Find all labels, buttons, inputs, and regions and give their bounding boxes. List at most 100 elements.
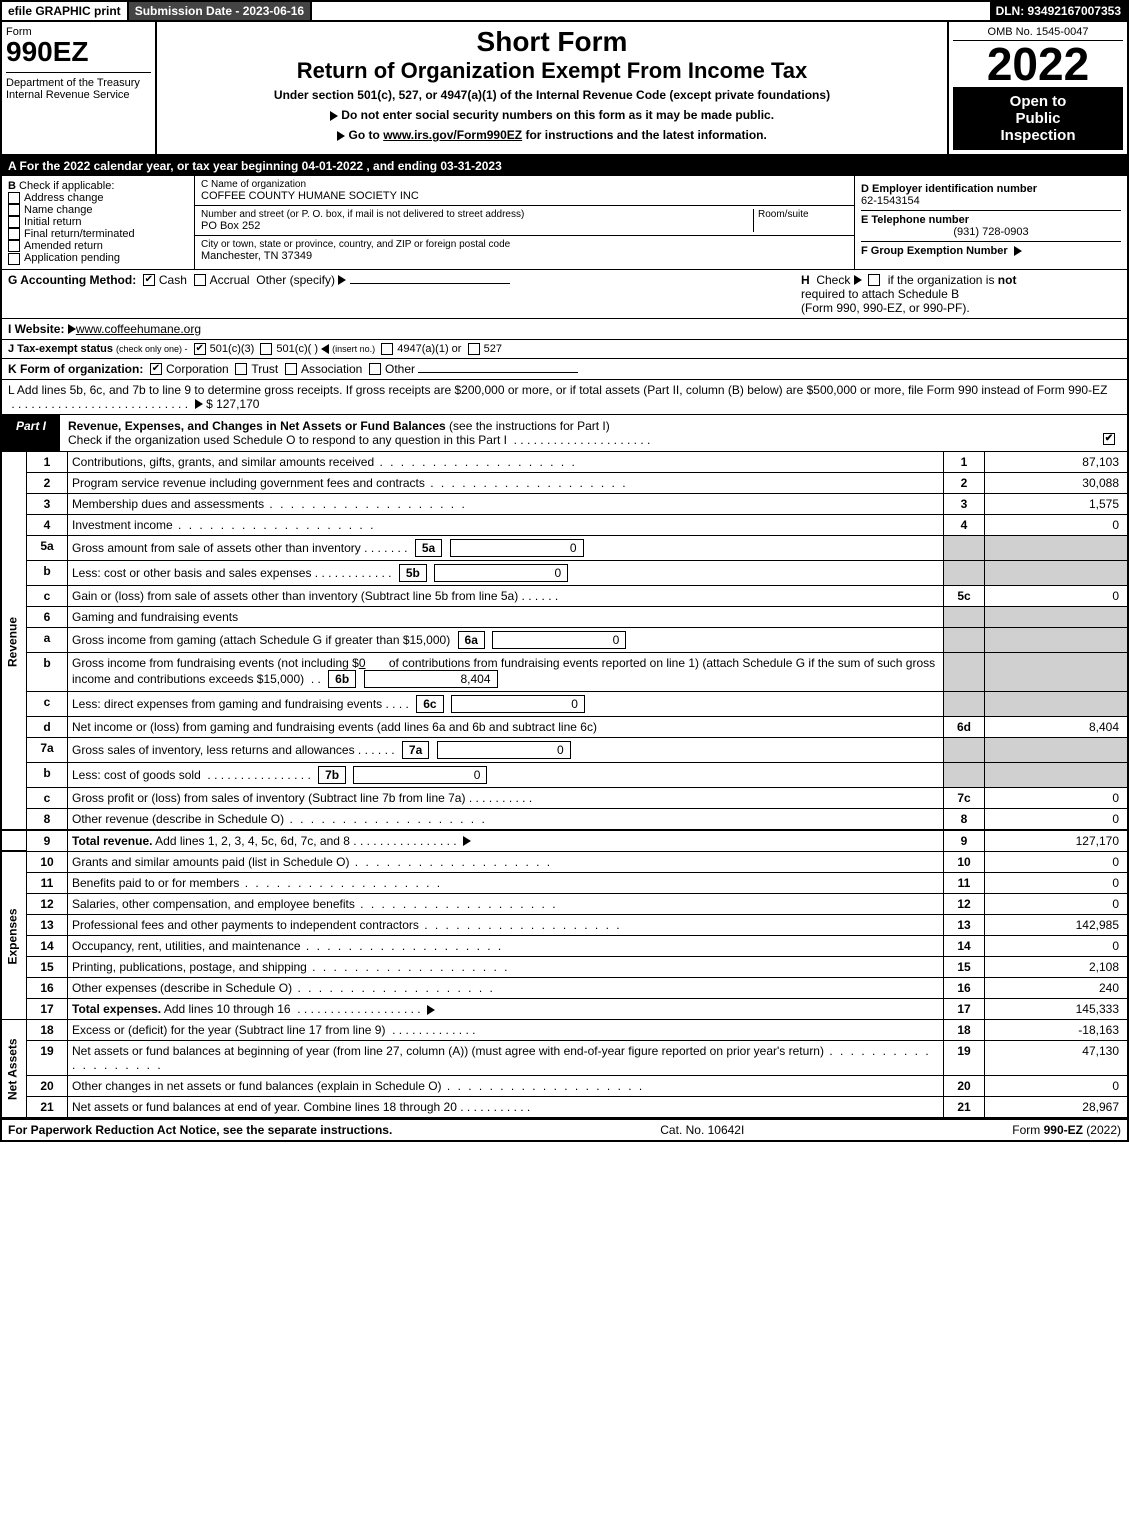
- checkbox-trust[interactable]: [235, 363, 247, 375]
- form-number: 990EZ: [6, 38, 151, 66]
- r20-rn: 20: [944, 1076, 985, 1097]
- checkbox-accrual[interactable]: [194, 274, 206, 286]
- checkbox-amended[interactable]: [8, 240, 20, 252]
- r3-amt: 1,575: [985, 493, 1129, 514]
- r5c-desc-text: Gain or (loss) from sale of assets other…: [72, 589, 518, 603]
- row-4: 4 Investment income 4 0: [1, 514, 1128, 535]
- r14-desc-text: Occupancy, rent, utilities, and maintena…: [72, 939, 301, 953]
- r15-desc: Printing, publications, postage, and shi…: [68, 957, 944, 978]
- r19-num: 19: [27, 1041, 68, 1076]
- checkbox-pending[interactable]: [8, 253, 20, 265]
- c-addr-label: Number and street (or P. O. box, if mail…: [201, 209, 753, 220]
- row-16: 16 Other expenses (describe in Schedule …: [1, 978, 1128, 999]
- gray-cell: [944, 762, 985, 787]
- r14-num: 14: [27, 936, 68, 957]
- r14-desc: Occupancy, rent, utilities, and maintena…: [68, 936, 944, 957]
- r6b-desc: Gross income from fundraising events (no…: [68, 652, 944, 691]
- checkbox-527[interactable]: [468, 343, 480, 355]
- dln-label: DLN: 93492167007353: [990, 2, 1127, 20]
- r16-desc-text: Other expenses (describe in Schedule O): [72, 981, 292, 995]
- r21-desc-text: Net assets or fund balances at end of ye…: [72, 1100, 457, 1114]
- checkbox-final-return[interactable]: [8, 228, 20, 240]
- org-name: COFFEE COUNTY HUMANE SOCIETY INC: [201, 190, 848, 202]
- gray-cell: [944, 606, 985, 627]
- tax-year: 2022: [953, 41, 1123, 87]
- checkbox-4947[interactable]: [381, 343, 393, 355]
- other-specify-field[interactable]: [350, 283, 510, 284]
- r15-rn: 15: [944, 957, 985, 978]
- top-bar: efile GRAPHIC print Submission Date - 20…: [0, 0, 1129, 22]
- r5b-desc: Less: cost or other basis and sales expe…: [68, 560, 944, 585]
- row-7c: c Gross profit or (loss) from sales of i…: [1, 787, 1128, 808]
- c-city-label: City or town, state or province, country…: [201, 239, 848, 250]
- row-2: 2 Program service revenue including gove…: [1, 472, 1128, 493]
- section-b-through-f: B Check if applicable: Address change Na…: [0, 176, 1129, 270]
- website-link[interactable]: www.coffeehumane.org: [76, 322, 201, 336]
- r7a-num: 7a: [27, 737, 68, 762]
- g-cash: Cash: [159, 273, 187, 287]
- box-7b-val: 0: [353, 766, 487, 784]
- checkbox-cash[interactable]: [143, 274, 155, 286]
- dots: [264, 497, 467, 511]
- row-1: Revenue 1 Contributions, gifts, grants, …: [1, 452, 1128, 473]
- gray-cell: [985, 691, 1129, 716]
- r12-desc: Salaries, other compensation, and employ…: [68, 894, 944, 915]
- row-8: 8 Other revenue (describe in Schedule O)…: [1, 808, 1128, 830]
- h-text2: if the organization is: [888, 273, 995, 287]
- r18-rn: 18: [944, 1020, 985, 1041]
- net-assets-table: Net Assets 18 Excess or (deficit) for th…: [0, 1020, 1129, 1119]
- r7b-desc: Less: cost of goods sold . . . . . . . .…: [68, 762, 944, 787]
- box-6a-label: 6a: [458, 631, 485, 649]
- checkbox-corp[interactable]: [150, 363, 162, 375]
- irs-link[interactable]: www.irs.gov/Form990EZ: [383, 128, 522, 142]
- r6d-num: d: [27, 716, 68, 737]
- checkbox-501c[interactable]: [260, 343, 272, 355]
- gray-cell: [985, 652, 1129, 691]
- checkbox-schedule-o[interactable]: [1103, 433, 1115, 445]
- triangle-icon: [195, 399, 203, 409]
- checkbox-address-change[interactable]: [8, 192, 20, 204]
- form-header: Form 990EZ Department of the Treasury In…: [0, 22, 1129, 156]
- checkbox-h[interactable]: [868, 274, 880, 286]
- r21-rn: 21: [944, 1097, 985, 1119]
- r8-num: 8: [27, 808, 68, 830]
- row-5b: b Less: cost or other basis and sales ex…: [1, 560, 1128, 585]
- row-19: 19 Net assets or fund balances at beginn…: [1, 1041, 1128, 1076]
- r1-desc-text: Contributions, gifts, grants, and simila…: [72, 455, 374, 469]
- r6a-num: a: [27, 627, 68, 652]
- r6a-desc: Gross income from gaming (attach Schedul…: [68, 627, 944, 652]
- dots: [425, 476, 628, 490]
- dots: [374, 455, 577, 469]
- page-footer: For Paperwork Reduction Act Notice, see …: [0, 1119, 1129, 1142]
- checkbox-assoc[interactable]: [285, 363, 297, 375]
- checkbox-name-change[interactable]: [8, 204, 20, 216]
- checkbox-501c3[interactable]: [194, 343, 206, 355]
- r4-amt: 0: [985, 514, 1129, 535]
- l-dots: . . . . . . . . . . . . . . . . . . . . …: [8, 397, 191, 411]
- line-k: K Form of organization: Corporation Trus…: [0, 359, 1129, 380]
- box-6c-label: 6c: [416, 695, 443, 713]
- triangle-icon: [463, 836, 471, 846]
- dots: [292, 981, 495, 995]
- r2-desc: Program service revenue including govern…: [68, 472, 944, 493]
- row-7b: b Less: cost of goods sold . . . . . . .…: [1, 762, 1128, 787]
- r19-desc-text: Net assets or fund balances at beginning…: [72, 1044, 824, 1058]
- dept-irs: Internal Revenue Service: [6, 89, 151, 101]
- r9-rn: 9: [944, 830, 985, 852]
- efile-label[interactable]: efile GRAPHIC print: [2, 2, 129, 20]
- checkbox-initial-return[interactable]: [8, 216, 20, 228]
- k-o2: Trust: [251, 362, 278, 376]
- r8-rn: 8: [944, 808, 985, 830]
- row-18: Net Assets 18 Excess or (deficit) for th…: [1, 1020, 1128, 1041]
- ein-value: 62-1543154: [861, 195, 920, 207]
- r13-desc: Professional fees and other payments to …: [68, 915, 944, 936]
- r10-desc-text: Grants and similar amounts paid (list in…: [72, 855, 349, 869]
- expenses-side-label: Expenses: [1, 852, 27, 1020]
- other-org-field[interactable]: [418, 372, 578, 373]
- k-label: K Form of organization:: [8, 362, 143, 376]
- line-i: I Website: www.coffeehumane.org: [0, 319, 1129, 340]
- r17-amt: 145,333: [985, 999, 1129, 1020]
- r14-rn: 14: [944, 936, 985, 957]
- r17-rn: 17: [944, 999, 985, 1020]
- checkbox-other-org[interactable]: [369, 363, 381, 375]
